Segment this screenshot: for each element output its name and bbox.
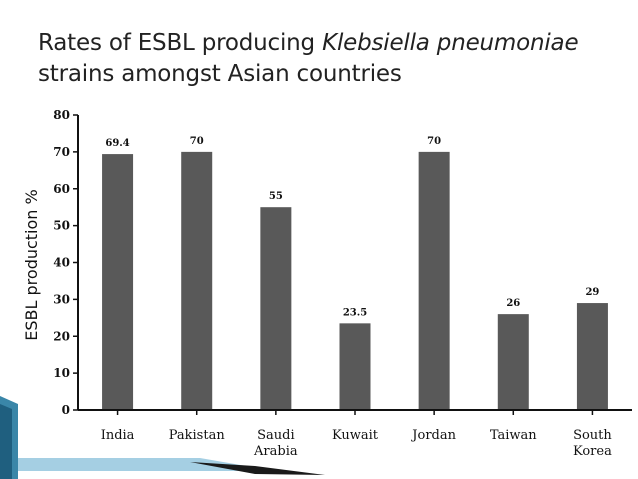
y-tick-label: 50 — [53, 219, 70, 233]
bars — [102, 151, 608, 410]
data-label: 70 — [190, 136, 204, 147]
category-label: Kuwait — [332, 428, 379, 443]
category-label: Arabia — [253, 444, 298, 459]
decoration-accent-shadow — [0, 404, 12, 479]
slide-title: Rates of ESBL producing Klebsiella pneum… — [38, 28, 633, 90]
title-part2: strains amongst Asian countries — [38, 61, 402, 87]
title-italic-species: Klebsiella pneumoniae — [322, 30, 579, 56]
bar — [339, 323, 371, 410]
bar — [576, 303, 608, 410]
y-tick-label: 10 — [53, 366, 70, 380]
data-label: 26 — [506, 298, 520, 309]
data-labels: 69.4 70 55 23.5 70 26 29 — [105, 136, 599, 318]
data-label: 55 — [269, 191, 283, 202]
y-tick-label: 60 — [53, 182, 70, 196]
category-label: Korea — [573, 444, 612, 459]
title-part1: Rates of ESBL producing — [38, 30, 323, 56]
category-label: Jordan — [410, 428, 456, 443]
y-axis-ticks: 0 10 20 30 40 50 60 70 80 — [53, 108, 78, 417]
category-label: Taiwan — [490, 428, 537, 443]
bar — [260, 207, 292, 410]
bar — [181, 151, 213, 410]
bar — [102, 154, 134, 410]
category-label: Pakistan — [169, 428, 226, 443]
bar — [418, 151, 450, 410]
y-tick-label: 70 — [53, 145, 70, 159]
category-label: South — [573, 428, 612, 443]
y-tick-label: 0 — [62, 403, 70, 417]
y-tick-label: 20 — [53, 329, 70, 343]
data-label: 69.4 — [105, 138, 129, 149]
decoration-band-dark — [190, 462, 325, 475]
data-label: 29 — [585, 287, 599, 298]
y-axis-label: ESBL production % — [22, 189, 41, 340]
bar — [497, 314, 529, 410]
category-label: India — [101, 428, 135, 443]
category-label: Saudi — [257, 428, 295, 443]
y-tick-label: 40 — [53, 256, 70, 270]
y-tick-label: 80 — [53, 108, 70, 122]
data-label: 23.5 — [343, 307, 367, 318]
data-label: 70 — [427, 136, 441, 147]
decoration-band-light — [18, 458, 275, 471]
y-tick-label: 30 — [53, 292, 70, 306]
